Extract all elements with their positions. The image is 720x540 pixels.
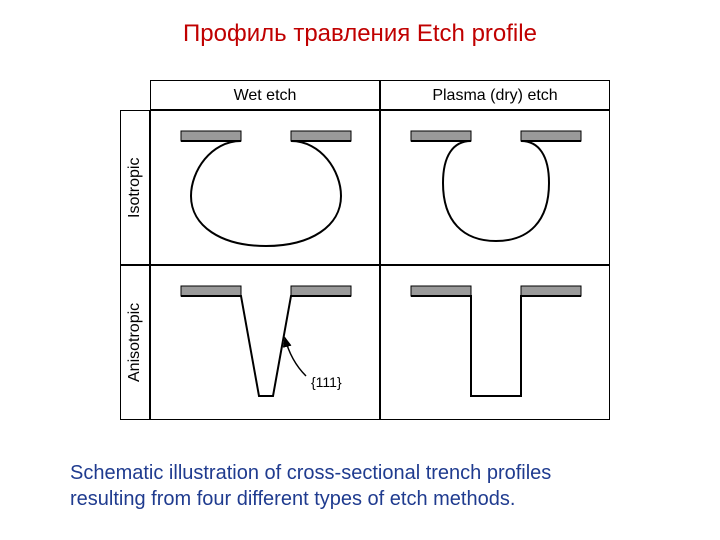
mask-left bbox=[181, 131, 241, 141]
mask-right bbox=[291, 131, 351, 141]
etch-profile bbox=[411, 141, 581, 241]
col-header-plasma: Plasma (dry) etch bbox=[380, 80, 610, 110]
mask-right bbox=[521, 286, 581, 296]
etch-profile-grid: Wet etch Plasma (dry) etch Isotropic Ani… bbox=[120, 80, 610, 420]
cell-anisotropic-plasma bbox=[380, 265, 610, 420]
row-header-isotropic: Isotropic bbox=[120, 110, 150, 265]
mask-right bbox=[521, 131, 581, 141]
cell-isotropic-plasma bbox=[380, 110, 610, 265]
page-title: Профиль травления Etch profile bbox=[0, 20, 720, 48]
etch-profile bbox=[411, 296, 581, 396]
mask-left bbox=[181, 286, 241, 296]
annotation-111: {111} bbox=[311, 374, 342, 390]
row-header-anisotropic: Anisotropic bbox=[120, 265, 150, 420]
mask-left bbox=[411, 131, 471, 141]
etch-profile bbox=[181, 141, 351, 246]
cell-isotropic-wet bbox=[150, 110, 380, 265]
mask-left bbox=[411, 286, 471, 296]
caption-text: Schematic illustration of cross-sectiona… bbox=[70, 460, 630, 512]
annotation-arrow bbox=[285, 338, 306, 376]
mask-right bbox=[291, 286, 351, 296]
cell-anisotropic-wet: {111} bbox=[150, 265, 380, 420]
col-header-wet: Wet etch bbox=[150, 80, 380, 110]
